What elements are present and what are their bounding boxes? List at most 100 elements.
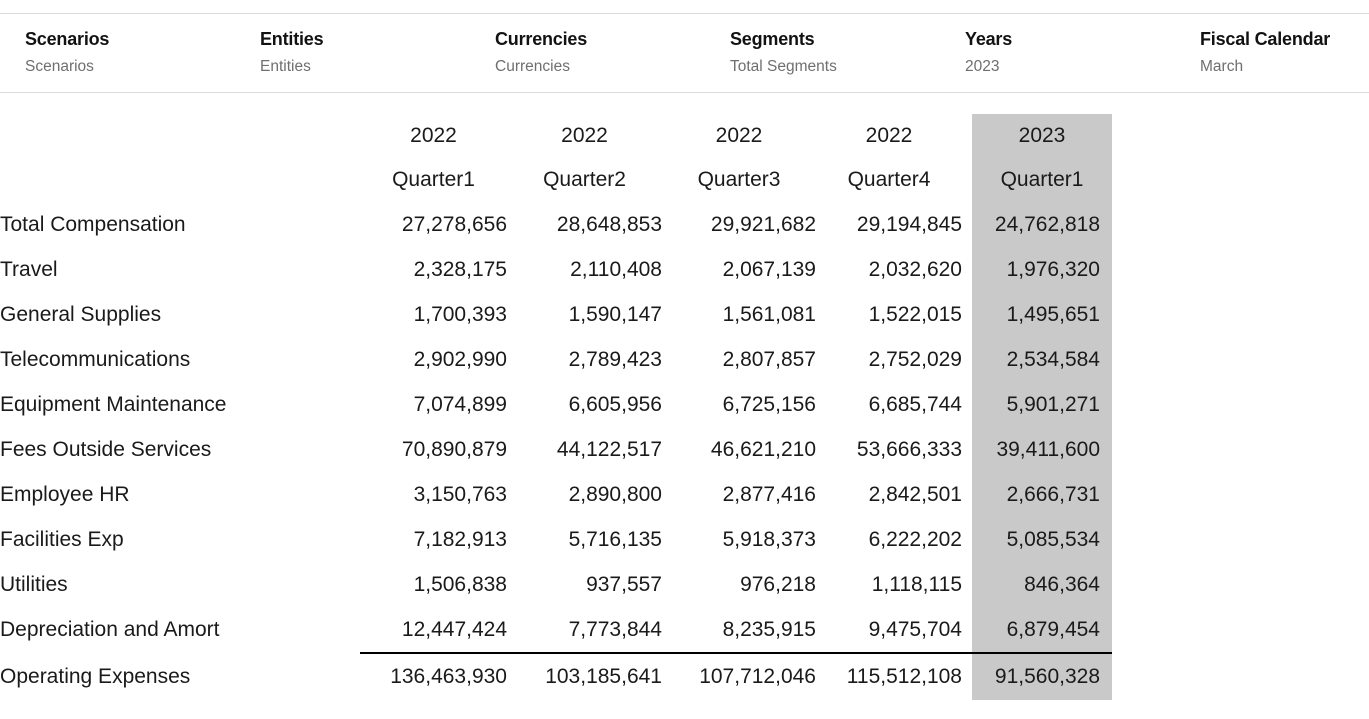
data-cell: 2,842,501	[868, 482, 962, 506]
data-cell: 3,150,763	[413, 482, 507, 506]
pov-dimension-label: Currencies	[495, 29, 588, 49]
data-cell: 46,621,210	[710, 437, 816, 461]
data-cell: 2,032,620	[868, 257, 962, 281]
pov-dimension-label: Scenarios	[25, 29, 110, 49]
data-cell: 27,278,656	[401, 212, 507, 236]
data-cell: 2,328,175	[413, 257, 507, 281]
grid-row: Telecommunications 2,902,990 2,789,423 2,80…	[0, 337, 1369, 382]
column-gap	[962, 382, 972, 427]
data-cell: 1,118,115	[871, 572, 962, 596]
data-cell: 107,712,046	[662, 652, 816, 700]
grid-row: Depreciation and Amort 12,447,424 7,773,84…	[0, 607, 1369, 653]
data-cell: 6,879,454	[972, 607, 1112, 653]
row-label: General Supplies	[0, 302, 162, 326]
pov-member-value: 2023	[965, 58, 1000, 75]
data-cell: 1,700,393	[413, 302, 507, 326]
data-cell: 2,902,990	[413, 347, 507, 371]
column-gap	[962, 607, 972, 653]
data-cell: 12,447,424	[401, 617, 507, 641]
grid-row: Employee HR 3,150,763 2,890,800 2,877,416 2,…	[0, 472, 1369, 517]
filler	[1112, 337, 1369, 382]
grid-year-header-row: 2022 2022 2022 2022 2023	[0, 114, 1369, 158]
column-gap	[962, 472, 972, 517]
report-grid-container: 2022 2022 2022 2022 2023 Quarter1 Quarte…	[0, 114, 1369, 700]
data-cell: 7,074,899	[413, 392, 507, 416]
data-cell: 29,921,682	[710, 212, 816, 236]
grid-row: Fees Outside Services 70,890,879 44,122,51…	[0, 427, 1369, 472]
row-label: Facilities Exp	[0, 527, 124, 551]
filler	[1112, 427, 1369, 472]
data-cell: 7,182,913	[413, 527, 507, 551]
column-year-header: 2022	[410, 124, 457, 147]
pov-item-currencies[interactable]: Currencies Currencies	[495, 14, 730, 92]
data-cell: 24,762,818	[972, 202, 1112, 247]
filler	[1112, 653, 1369, 700]
grid-body: Total Compensation 27,278,656 28,648,853 29…	[0, 202, 1369, 700]
data-cell: 53,666,333	[856, 437, 962, 461]
column-gap	[962, 158, 972, 202]
filler	[1112, 202, 1369, 247]
data-cell: 91,560,328	[972, 652, 1112, 700]
column-gap	[962, 202, 972, 247]
data-cell: 2,067,139	[722, 257, 816, 281]
column-year-header: 2022	[865, 124, 913, 147]
filler	[1112, 114, 1369, 158]
data-cell: 115,512,108	[816, 652, 962, 700]
column-year-header: 2022	[715, 124, 763, 147]
data-cell: 2,752,029	[868, 347, 962, 371]
row-label: Operating Expenses	[0, 664, 191, 688]
pov-dimension-label: Fiscal Calendar	[1200, 29, 1331, 49]
row-label: Depreciation and Amort	[0, 618, 220, 641]
data-cell: 44,122,517	[556, 437, 662, 461]
column-gap	[962, 292, 972, 337]
data-cell: 1,590,147	[568, 302, 662, 326]
data-cell: 2,807,857	[722, 347, 816, 371]
pov-item-segments[interactable]: Segments Total Segments	[730, 14, 965, 92]
filler	[1112, 382, 1369, 427]
grid-row: General Supplies 1,700,393 1,590,147 1,561,…	[0, 292, 1369, 337]
pov-member-value: Currencies	[495, 58, 570, 75]
column-gap	[962, 337, 972, 382]
filler	[1112, 472, 1369, 517]
data-cell: 6,685,744	[868, 392, 962, 416]
pov-item-years[interactable]: Years 2023	[965, 14, 1200, 92]
pov-dimension-label: Segments	[730, 29, 815, 49]
column-gap	[962, 427, 972, 472]
data-cell: 28,648,853	[556, 212, 662, 236]
row-label: Travel	[0, 257, 58, 281]
pov-item-scenarios[interactable]: Scenarios Scenarios	[25, 14, 260, 92]
data-cell: 5,918,373	[722, 527, 816, 551]
data-cell: 5,085,534	[972, 517, 1112, 562]
pov-item-fiscal-calendar[interactable]: Fiscal Calendar March	[1200, 14, 1330, 92]
data-cell: 2,666,731	[972, 472, 1112, 517]
data-cell: 6,222,202	[868, 527, 962, 551]
grid-quarter-header-row: Quarter1 Quarter2 Quarter3 Quarter4 Quar…	[0, 158, 1369, 202]
pov-item-entities[interactable]: Entities Entities	[260, 14, 495, 92]
filler	[1112, 247, 1369, 292]
column-quarter-header-highlighted: Quarter1	[972, 158, 1112, 202]
data-cell: 136,463,930	[360, 652, 507, 700]
filler	[1112, 292, 1369, 337]
pov-member-value: Entities	[260, 58, 311, 75]
row-label: Employee HR	[0, 482, 130, 506]
column-year-header-highlighted: 2023	[972, 114, 1112, 158]
data-cell: 1,976,320	[972, 247, 1112, 292]
grid-row: Travel 2,328,175 2,110,408 2,067,139 2,032,6…	[0, 247, 1369, 292]
data-cell: 103,185,641	[507, 652, 662, 700]
data-cell: 937,557	[586, 572, 662, 596]
data-cell: 29,194,845	[856, 212, 962, 236]
pov-member-value: Total Segments	[730, 58, 837, 75]
grid-row: Equipment Maintenance 7,074,899 6,605,956 6…	[0, 382, 1369, 427]
corner-cell	[0, 114, 360, 158]
data-cell: 6,725,156	[722, 392, 816, 416]
row-label: Telecommunications	[0, 347, 191, 371]
column-year-header: 2022	[561, 124, 608, 147]
data-cell: 5,901,271	[972, 382, 1112, 427]
column-quarter-header: Quarter4	[847, 168, 931, 191]
row-label: Fees Outside Services	[0, 437, 212, 461]
data-cell: 9,475,704	[868, 617, 962, 641]
data-cell: 1,522,015	[868, 302, 962, 326]
column-quarter-header: Quarter2	[543, 168, 626, 191]
pov-dimension-label: Entities	[260, 29, 324, 49]
filler	[1112, 607, 1369, 653]
